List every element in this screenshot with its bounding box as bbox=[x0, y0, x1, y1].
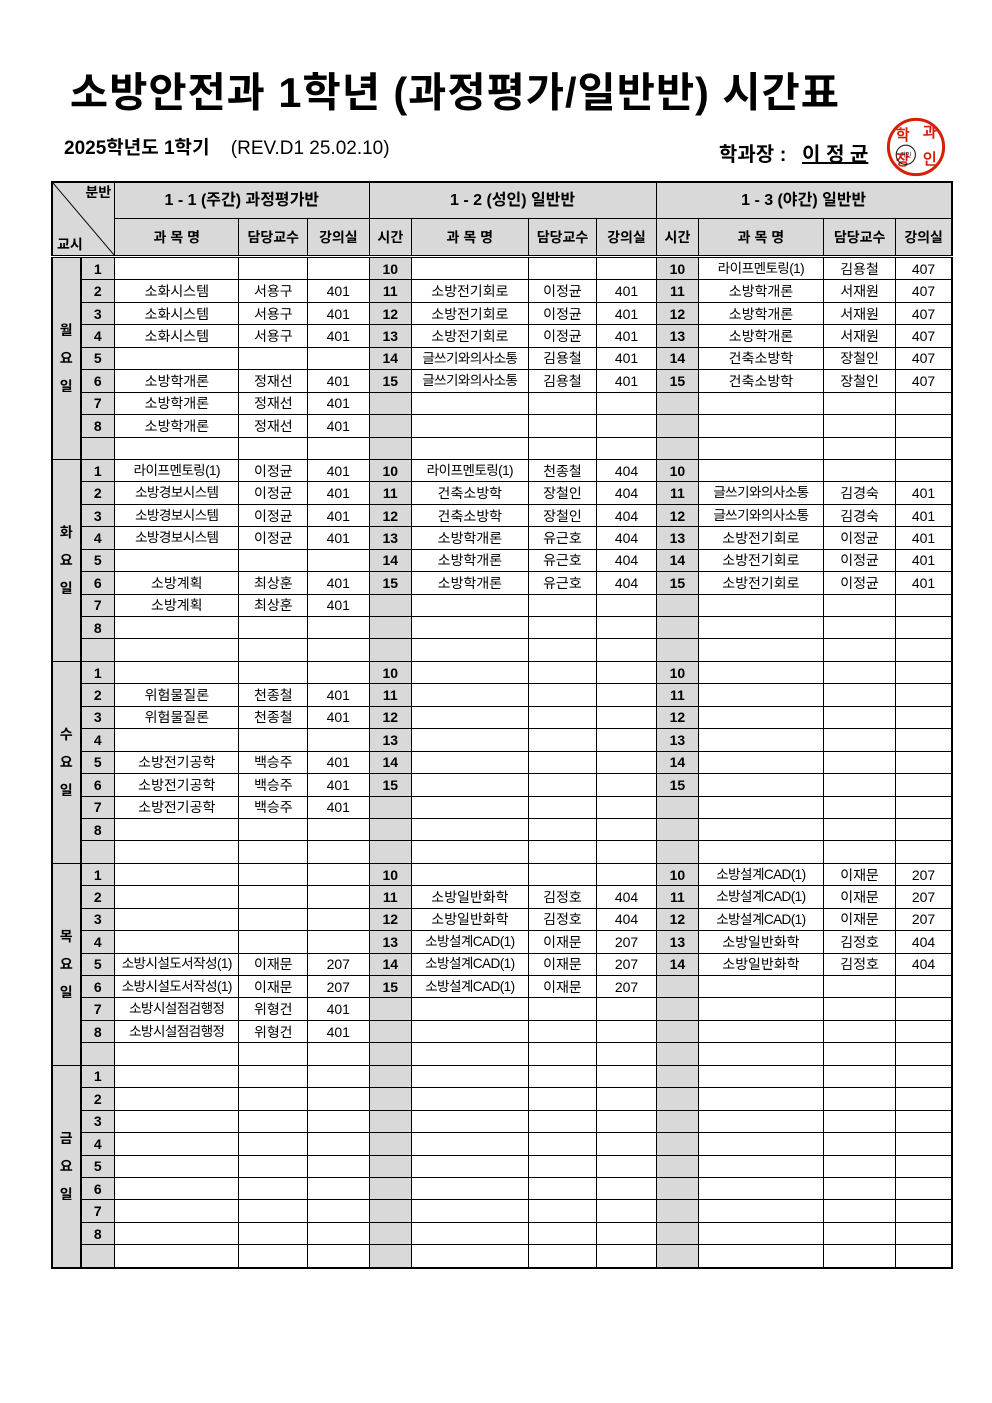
svg-text:인: 인 bbox=[923, 150, 937, 168]
svg-text:직인: 직인 bbox=[900, 152, 911, 159]
svg-text:학: 학 bbox=[896, 127, 910, 144]
svg-text:과: 과 bbox=[923, 124, 937, 141]
